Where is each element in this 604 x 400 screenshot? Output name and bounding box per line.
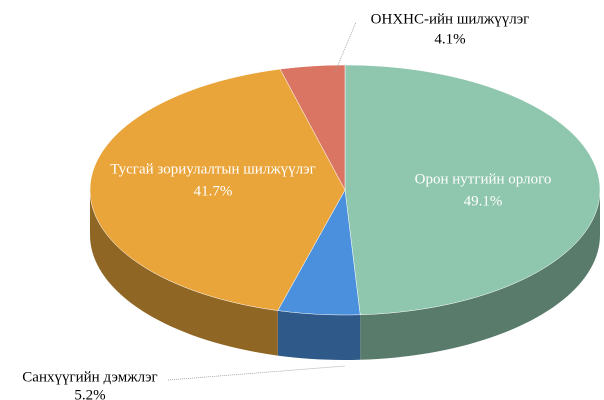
slice-value-label: 41.7% — [194, 183, 233, 199]
slice — [344, 64, 601, 316]
slice-label: Тусгай зориулалтын шилжүүлэг — [110, 161, 316, 177]
slice-value-label: 4.1% — [434, 31, 465, 47]
slice-side — [360, 190, 600, 360]
slice-value-label: 49.1% — [464, 193, 503, 209]
slice-label: ОНХНС-ийн шилжүүлэг — [371, 11, 530, 27]
leader-line — [167, 365, 346, 381]
slice-side — [90, 190, 278, 356]
leader-line — [334, 21, 357, 73]
slice-side — [277, 310, 361, 360]
slice-label: Орон нутгийн орлого — [415, 171, 552, 187]
slice — [89, 68, 346, 311]
slice — [279, 64, 346, 191]
slice-label: Санхүүгийн дэмжлэг — [22, 369, 157, 385]
slice-value-label: 5.2% — [74, 387, 105, 400]
slice — [277, 189, 361, 316]
